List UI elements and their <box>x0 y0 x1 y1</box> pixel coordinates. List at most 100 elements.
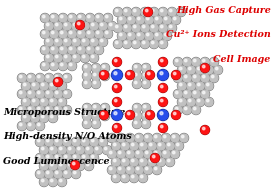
Circle shape <box>146 111 155 119</box>
Circle shape <box>72 154 80 162</box>
Circle shape <box>69 31 72 34</box>
Circle shape <box>18 105 27 115</box>
Circle shape <box>126 111 134 119</box>
Circle shape <box>158 143 161 146</box>
Circle shape <box>174 57 182 67</box>
Circle shape <box>61 47 63 50</box>
Circle shape <box>73 155 76 158</box>
Circle shape <box>59 46 67 54</box>
Circle shape <box>102 73 105 76</box>
Circle shape <box>129 17 131 20</box>
Circle shape <box>138 157 148 167</box>
Circle shape <box>102 112 104 115</box>
Circle shape <box>159 24 167 32</box>
Circle shape <box>134 81 137 84</box>
Circle shape <box>143 25 145 28</box>
Circle shape <box>104 14 112 22</box>
Circle shape <box>193 75 196 78</box>
Circle shape <box>163 16 171 24</box>
Circle shape <box>76 20 85 29</box>
Circle shape <box>129 157 138 167</box>
Circle shape <box>92 80 100 88</box>
Circle shape <box>160 112 163 115</box>
Circle shape <box>68 13 76 22</box>
Circle shape <box>69 63 72 66</box>
Circle shape <box>163 135 166 138</box>
Text: Cell Image: Cell Image <box>213 55 271 64</box>
Circle shape <box>92 55 94 58</box>
Circle shape <box>174 90 182 98</box>
Circle shape <box>151 154 159 162</box>
Text: Good Luminescence: Good Luminescence <box>3 157 109 166</box>
Circle shape <box>86 163 89 166</box>
Circle shape <box>172 111 180 119</box>
Circle shape <box>36 74 44 82</box>
Circle shape <box>145 32 153 40</box>
Circle shape <box>83 104 92 112</box>
Circle shape <box>92 112 100 120</box>
Circle shape <box>138 142 148 150</box>
Circle shape <box>44 22 54 30</box>
Circle shape <box>95 30 103 38</box>
Circle shape <box>136 16 144 24</box>
Circle shape <box>108 22 116 30</box>
Circle shape <box>143 166 153 174</box>
Circle shape <box>56 155 58 158</box>
Circle shape <box>40 82 48 90</box>
Circle shape <box>104 147 107 150</box>
Circle shape <box>97 31 99 34</box>
Circle shape <box>131 159 134 162</box>
Circle shape <box>139 174 147 182</box>
Circle shape <box>109 23 112 26</box>
Circle shape <box>174 106 182 114</box>
Circle shape <box>114 72 117 75</box>
Circle shape <box>92 104 100 112</box>
Circle shape <box>40 162 48 170</box>
Circle shape <box>92 80 100 88</box>
Circle shape <box>76 21 84 29</box>
Circle shape <box>174 90 182 98</box>
Circle shape <box>47 23 49 26</box>
Circle shape <box>189 99 191 102</box>
Circle shape <box>116 9 118 12</box>
Circle shape <box>172 15 181 25</box>
Circle shape <box>71 170 81 178</box>
Circle shape <box>57 81 66 91</box>
Circle shape <box>18 74 26 82</box>
Circle shape <box>150 40 158 48</box>
Circle shape <box>172 70 181 80</box>
Circle shape <box>177 66 186 74</box>
Circle shape <box>114 112 117 115</box>
Circle shape <box>107 149 117 159</box>
Circle shape <box>166 142 174 150</box>
Circle shape <box>97 15 99 18</box>
Circle shape <box>56 39 58 42</box>
Circle shape <box>182 105 191 115</box>
Circle shape <box>49 13 59 22</box>
Circle shape <box>41 30 49 38</box>
Circle shape <box>112 158 120 166</box>
Circle shape <box>49 146 57 154</box>
Circle shape <box>20 107 22 110</box>
Circle shape <box>114 59 117 62</box>
Circle shape <box>205 82 213 90</box>
Circle shape <box>50 14 58 22</box>
Circle shape <box>135 134 143 142</box>
Circle shape <box>166 158 174 166</box>
Circle shape <box>174 72 176 75</box>
Circle shape <box>153 166 161 174</box>
Circle shape <box>95 29 104 39</box>
Circle shape <box>179 67 182 70</box>
Circle shape <box>159 84 167 92</box>
Circle shape <box>50 62 58 70</box>
Circle shape <box>49 114 57 122</box>
Circle shape <box>141 24 149 32</box>
Circle shape <box>133 80 141 88</box>
Circle shape <box>108 166 116 174</box>
Circle shape <box>20 75 22 78</box>
Circle shape <box>98 138 107 146</box>
Circle shape <box>83 104 91 112</box>
Circle shape <box>49 177 57 187</box>
Circle shape <box>83 72 91 80</box>
Circle shape <box>41 46 49 54</box>
